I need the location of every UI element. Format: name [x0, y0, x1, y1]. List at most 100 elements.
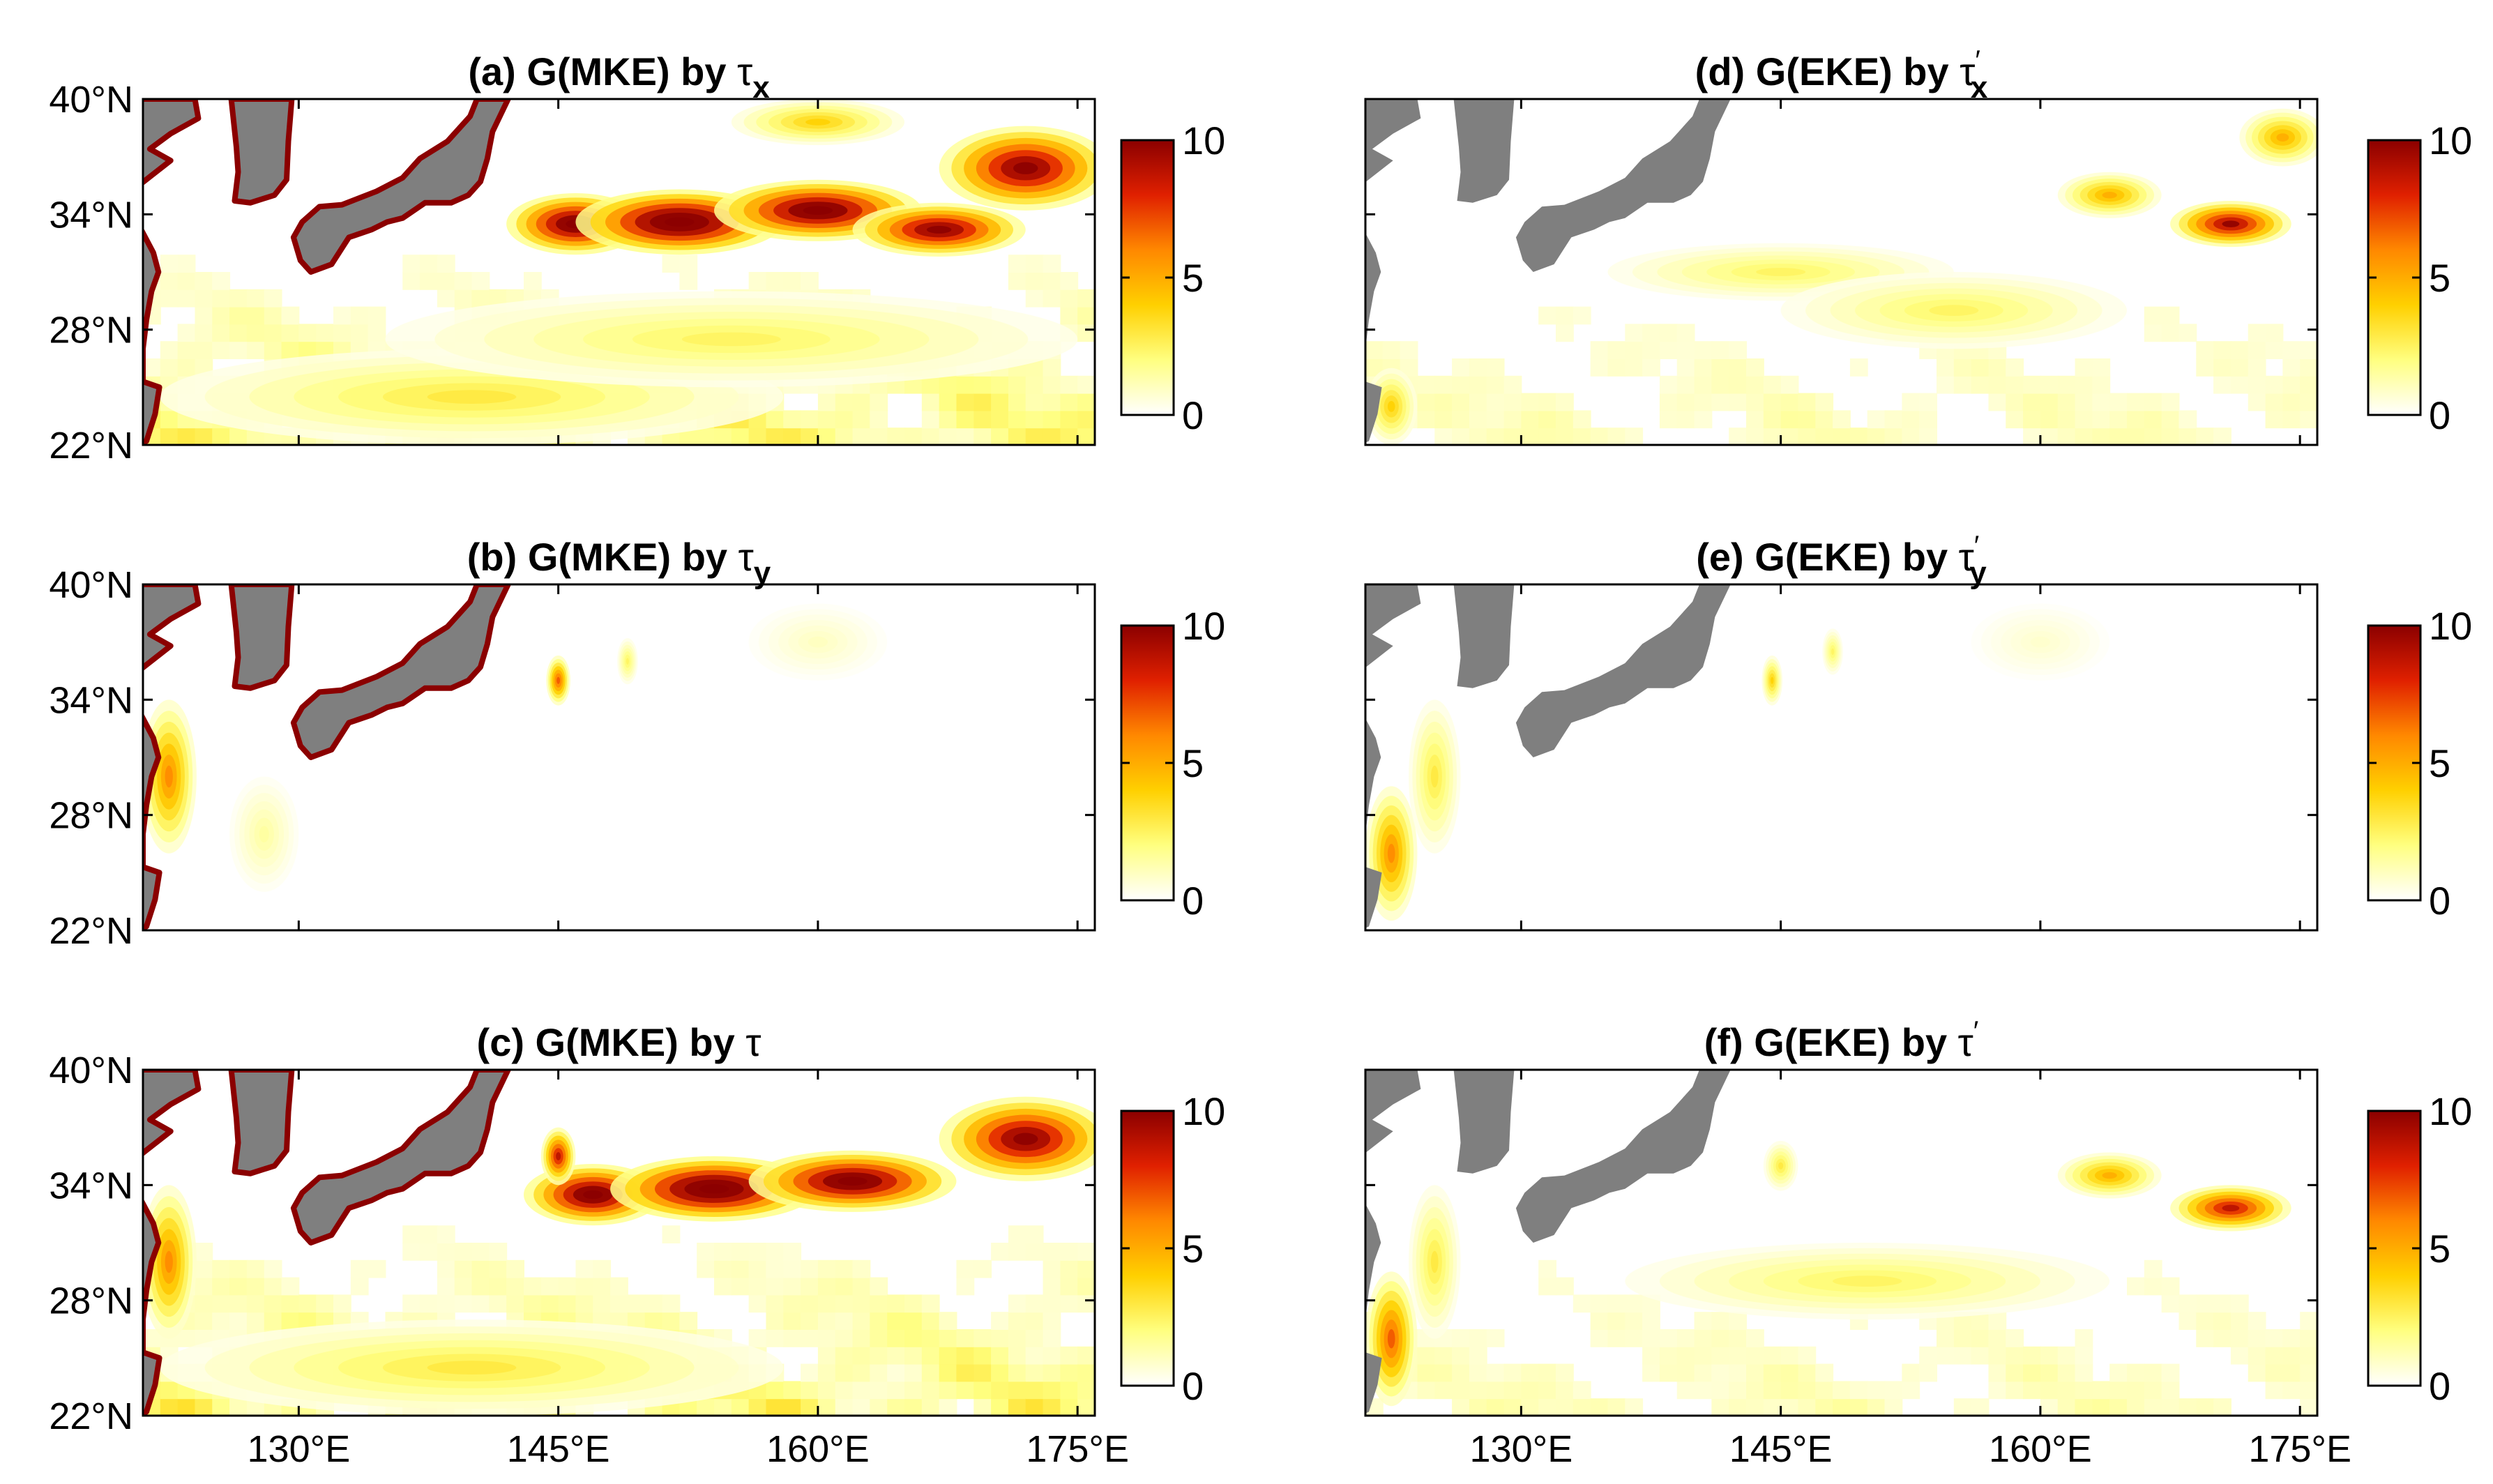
heatmap-cell	[921, 1381, 940, 1400]
heatmap-cell	[1452, 410, 1470, 429]
heatmap-cell	[1573, 306, 1591, 325]
heatmap-cell	[817, 1294, 836, 1313]
heatmap-cell	[2040, 1363, 2059, 1382]
heatmap-cell	[1988, 358, 2007, 377]
heatmap-cell	[2075, 427, 2093, 445]
heatmap-cell	[1521, 1381, 1540, 1400]
heatmap-cell	[454, 289, 473, 308]
heatmap-cell	[1919, 1346, 1937, 1365]
heatmap-cell	[229, 1312, 248, 1330]
heatmap-cell	[1503, 375, 1522, 394]
heatmap-cell	[801, 272, 819, 290]
heatmap-cell	[195, 1312, 213, 1330]
heatmap-hotspot	[1013, 1133, 1038, 1145]
heatmap-field	[143, 1070, 1095, 1416]
heatmap-cell	[973, 375, 992, 394]
heatmap-cell	[246, 1294, 265, 1313]
heatmap-cell	[2092, 410, 2111, 429]
heatmap-cell	[1902, 1381, 1920, 1400]
heatmap-cell	[835, 427, 854, 445]
heatmap-cell	[1729, 1329, 1747, 1347]
heatmap-cell	[801, 1277, 819, 1296]
heatmap-cell	[264, 1312, 282, 1330]
heatmap-cell	[281, 1294, 300, 1313]
heatmap-cell	[1556, 410, 1574, 429]
heatmap-cell	[212, 289, 231, 308]
heatmap-cell	[817, 1398, 836, 1416]
heatmap-cell	[817, 410, 836, 429]
heatmap-cell	[1590, 341, 1609, 359]
heatmap-hotspot	[259, 826, 269, 843]
heatmap-cell	[1694, 393, 1713, 411]
heatmap-cell	[2265, 1363, 2284, 1382]
heatmap-cell	[1590, 1294, 1609, 1313]
heatmap-cell	[904, 1329, 923, 1347]
colorbar-label: 0	[1182, 879, 1204, 923]
heatmap-cell	[991, 410, 1009, 429]
colorbar-label: 5	[2429, 741, 2450, 785]
heatmap-cell	[1469, 393, 1487, 411]
heatmap-cell	[973, 1329, 992, 1347]
heatmap-cell	[2144, 393, 2162, 411]
heatmap-cell	[333, 1294, 351, 1313]
heatmap-cell	[471, 1243, 490, 1261]
heatmap-cell	[991, 1312, 1009, 1330]
heatmap-cell	[887, 1346, 905, 1365]
heatmap-cell	[1625, 358, 1644, 377]
land-mass	[228, 1070, 295, 1176]
heatmap-cell	[1025, 410, 1044, 429]
heatmap-cell	[1815, 427, 1834, 445]
heatmap-cell	[2109, 410, 2128, 429]
heatmap-cell	[1937, 1346, 1955, 1365]
heatmap-cell	[1971, 375, 1990, 394]
heatmap-cell	[835, 1329, 854, 1347]
heatmap-cell	[1556, 1277, 1574, 1296]
heatmap-cell	[2040, 1346, 2059, 1365]
heatmap-cell	[2040, 1381, 2059, 1400]
heatmap-cell	[420, 1225, 438, 1243]
heatmap-cell	[212, 272, 231, 290]
heatmap-cell	[835, 410, 854, 429]
heatmap-cell	[1711, 1381, 1730, 1400]
heatmap-cell	[766, 1259, 785, 1278]
heatmap-cell	[2213, 1312, 2231, 1330]
colorbar	[1120, 624, 1175, 902]
heatmap-cell	[2144, 1277, 2162, 1296]
heatmap-cell	[835, 1259, 854, 1278]
heatmap-cell	[246, 306, 265, 325]
heatmap-cell	[801, 1312, 819, 1330]
land-mass	[143, 379, 162, 445]
heatmap-cell	[2075, 410, 2093, 429]
heatmap-cell	[2109, 1398, 2128, 1416]
heatmap-cell	[489, 1259, 508, 1278]
colorbar-label: 10	[2429, 604, 2472, 648]
heatmap-cell	[2161, 393, 2180, 411]
heatmap-cell	[1556, 1363, 1574, 1382]
land-mass	[143, 864, 162, 930]
heatmap-cell	[783, 1329, 802, 1347]
heatmap-cell	[246, 324, 265, 342]
heatmap-cell	[1025, 1398, 1044, 1416]
heatmap-cell	[2006, 1346, 2024, 1365]
heatmap-cell	[1060, 306, 1079, 325]
heatmap-cell	[904, 1363, 923, 1382]
heatmap-cell	[298, 1294, 317, 1313]
heatmap-cell	[1060, 272, 1079, 290]
heatmap-cell	[246, 1259, 265, 1278]
heatmap-cell	[524, 272, 542, 290]
heatmap-cell	[1780, 375, 1799, 394]
heatmap-cell	[956, 1363, 975, 1382]
heatmap-cell	[1676, 410, 1695, 429]
heatmap-cell	[558, 1277, 577, 1296]
heatmap-cell	[298, 324, 317, 342]
heatmap-cell	[1025, 1294, 1044, 1313]
heatmap-cell	[2092, 393, 2111, 411]
heatmap-cell	[714, 1259, 732, 1278]
heatmap-cell	[783, 272, 802, 290]
heatmap-cell	[1729, 341, 1747, 359]
heatmap-cell	[229, 341, 248, 359]
heatmap-cell	[835, 1294, 854, 1313]
heatmap-cell	[835, 1381, 854, 1400]
heatmap-cell	[246, 341, 265, 359]
